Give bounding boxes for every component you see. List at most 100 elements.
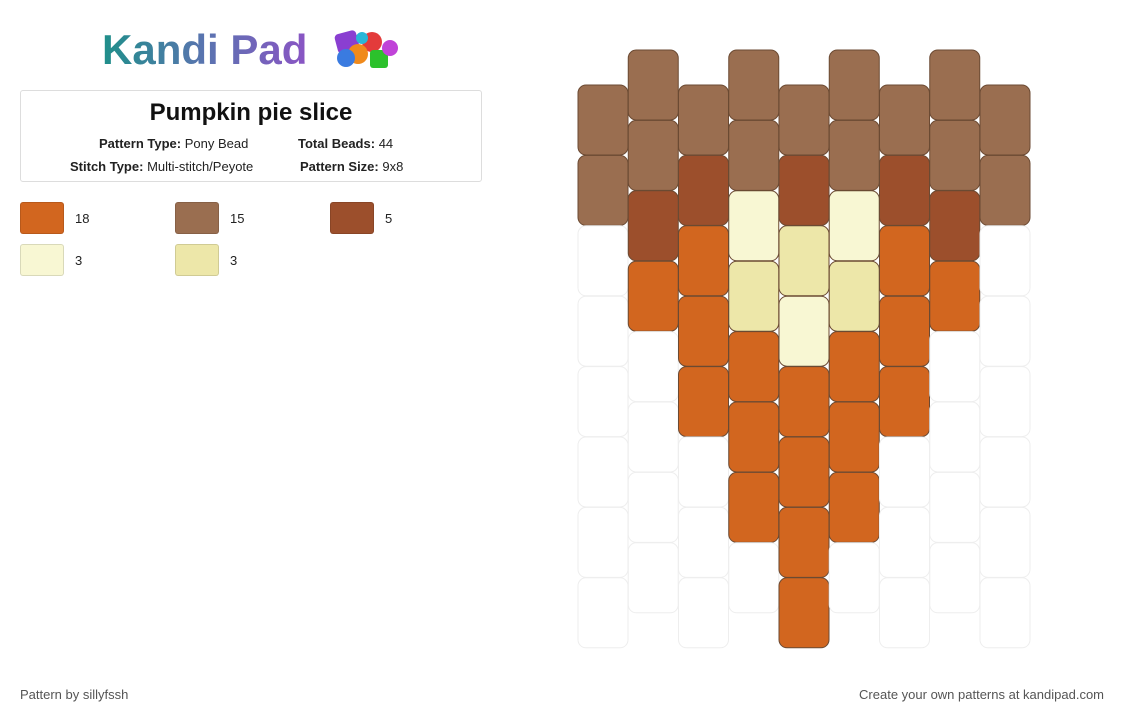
bead[interactable] xyxy=(879,154,930,226)
logo-icon xyxy=(334,30,398,68)
bead[interactable] xyxy=(577,84,629,156)
empty-bead[interactable] xyxy=(577,225,629,297)
bead[interactable] xyxy=(778,436,830,508)
bead[interactable] xyxy=(929,260,981,332)
bead[interactable] xyxy=(678,154,729,226)
legend-count: 3 xyxy=(75,253,83,268)
bead[interactable] xyxy=(678,225,729,297)
bead[interactable] xyxy=(728,401,780,473)
value: Pony Bead xyxy=(184,136,249,151)
bead[interactable] xyxy=(778,366,830,438)
legend-count: 18 xyxy=(75,211,90,226)
legend-item: 3 xyxy=(20,244,160,276)
empty-bead[interactable] xyxy=(577,295,629,367)
legend-swatch xyxy=(175,244,219,276)
info-box: Pumpkin pie slice Pattern Type: Pony Bea… xyxy=(20,90,482,182)
empty-bead[interactable] xyxy=(577,506,629,578)
empty-bead[interactable] xyxy=(979,225,1031,297)
empty-bead[interactable] xyxy=(678,506,729,578)
bead[interactable] xyxy=(778,225,830,297)
empty-bead[interactable] xyxy=(879,506,930,578)
bead[interactable] xyxy=(627,49,679,121)
value: 9x8 xyxy=(382,159,404,174)
bead[interactable] xyxy=(778,154,830,226)
legend-swatch xyxy=(330,202,374,234)
bead[interactable] xyxy=(828,260,880,332)
bead[interactable] xyxy=(828,401,880,473)
label: Pattern Type: xyxy=(99,136,182,151)
empty-bead[interactable] xyxy=(929,401,981,473)
bead[interactable] xyxy=(627,260,679,332)
bead[interactable] xyxy=(778,84,830,156)
bead[interactable] xyxy=(879,295,930,367)
footer-link[interactable]: Create your own patterns at kandipad.com xyxy=(859,687,1104,702)
bead[interactable] xyxy=(728,260,780,332)
bead[interactable] xyxy=(929,190,981,262)
empty-bead[interactable] xyxy=(979,577,1031,649)
value: 44 xyxy=(378,136,394,151)
bead[interactable] xyxy=(728,331,780,403)
bead[interactable] xyxy=(728,119,780,191)
empty-bead[interactable] xyxy=(678,436,729,508)
empty-bead[interactable] xyxy=(577,577,629,649)
bead[interactable] xyxy=(929,119,981,191)
info-row: Pattern Size: 9x8 xyxy=(300,159,403,174)
empty-bead[interactable] xyxy=(879,577,930,649)
legend-count: 5 xyxy=(385,211,393,226)
info-row: Stitch Type: Multi-stitch/Peyote xyxy=(70,159,253,174)
empty-bead[interactable] xyxy=(627,471,679,543)
bead[interactable] xyxy=(577,154,629,226)
bead[interactable] xyxy=(828,190,880,262)
bead[interactable] xyxy=(728,471,780,543)
bead[interactable] xyxy=(778,295,830,367)
bead[interactable] xyxy=(778,577,830,649)
empty-bead[interactable] xyxy=(627,331,679,403)
label: Pattern Size: xyxy=(300,159,379,174)
bead[interactable] xyxy=(879,366,930,438)
empty-bead[interactable] xyxy=(678,577,729,649)
empty-bead[interactable] xyxy=(577,366,629,438)
legend: 18 15 5 3 3 xyxy=(20,202,500,282)
empty-bead[interactable] xyxy=(929,331,981,403)
empty-bead[interactable] xyxy=(979,506,1031,578)
info-row: Total Beads: 44 xyxy=(298,136,393,151)
bead[interactable] xyxy=(678,84,729,156)
bead[interactable] xyxy=(728,190,780,262)
bead[interactable] xyxy=(929,49,981,121)
empty-bead[interactable] xyxy=(828,542,880,614)
empty-bead[interactable] xyxy=(627,542,679,614)
bead[interactable] xyxy=(828,49,880,121)
legend-item: 15 xyxy=(175,202,315,234)
empty-bead[interactable] xyxy=(577,436,629,508)
bead[interactable] xyxy=(979,84,1031,156)
empty-bead[interactable] xyxy=(627,401,679,473)
bead[interactable] xyxy=(678,295,729,367)
logo[interactable]: Kandi Pad xyxy=(100,22,420,78)
bead[interactable] xyxy=(728,49,780,121)
empty-bead[interactable] xyxy=(728,542,780,614)
label: Total Beads: xyxy=(298,136,376,151)
bead[interactable] xyxy=(627,119,679,191)
bead[interactable] xyxy=(828,331,880,403)
legend-swatch xyxy=(175,202,219,234)
empty-bead[interactable] xyxy=(929,471,981,543)
empty-bead[interactable] xyxy=(979,436,1031,508)
empty-bead[interactable] xyxy=(979,366,1031,438)
legend-item: 3 xyxy=(175,244,315,276)
bead[interactable] xyxy=(879,225,930,297)
info-row: Pattern Type: Pony Bead xyxy=(99,136,248,151)
value: Multi-stitch/Peyote xyxy=(147,159,254,174)
bead[interactable] xyxy=(979,154,1031,226)
bead[interactable] xyxy=(828,471,880,543)
bead[interactable] xyxy=(879,84,930,156)
bead[interactable] xyxy=(678,366,729,438)
bead[interactable] xyxy=(828,119,880,191)
empty-bead[interactable] xyxy=(979,295,1031,367)
empty-bead[interactable] xyxy=(879,436,930,508)
bead[interactable] xyxy=(778,506,830,578)
empty-bead[interactable] xyxy=(929,542,981,614)
bead[interactable] xyxy=(627,190,679,262)
logo-text: Kandi Pad xyxy=(102,26,307,73)
bead-grid xyxy=(577,49,1031,649)
